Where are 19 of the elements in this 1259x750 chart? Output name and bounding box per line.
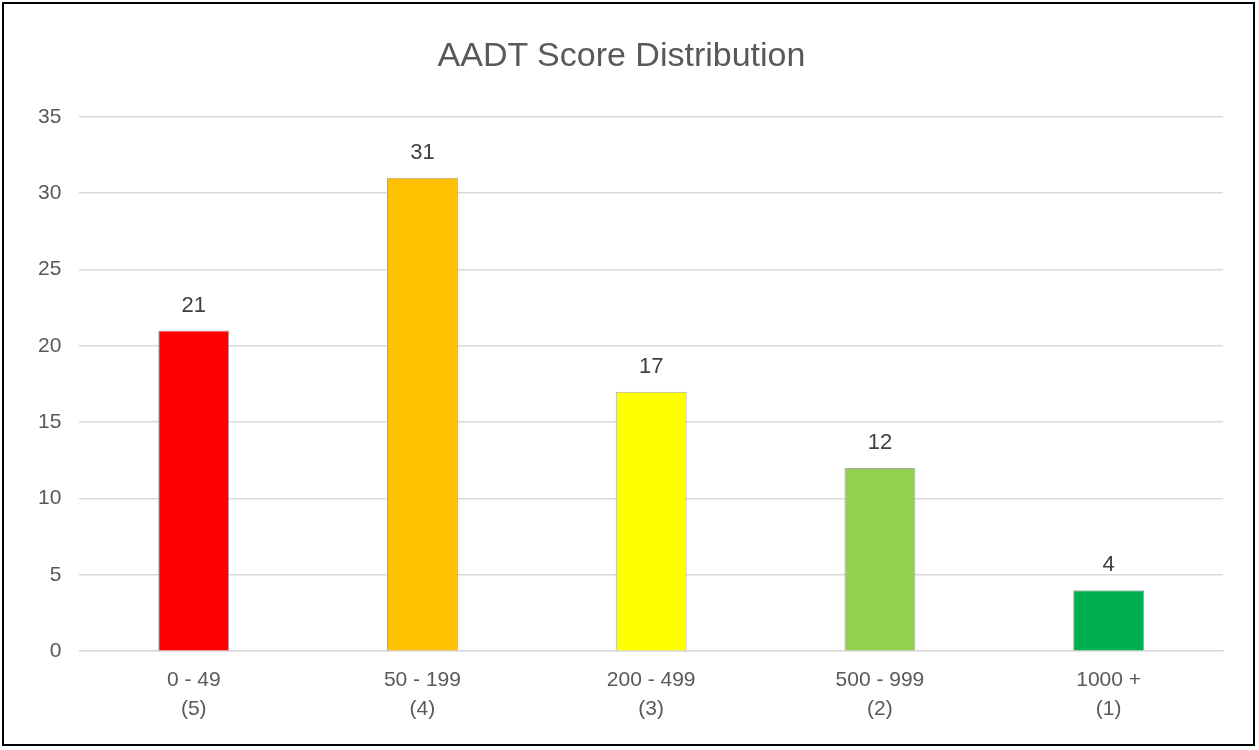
x-tick-label: 200 - 499 (3): [606, 666, 696, 720]
y-tick-label: 35: [38, 103, 62, 127]
data-label: 17: [638, 352, 664, 378]
data-label: 12: [867, 429, 893, 455]
x-tick-label: 0 - 49 (5): [166, 666, 221, 720]
x-tick-label: 1000 + (1): [1076, 666, 1142, 720]
y-tick-label: 15: [38, 408, 62, 432]
y-tick-label: 25: [38, 256, 62, 280]
data-label: 21: [181, 291, 206, 317]
data-label: 4: [1102, 551, 1115, 577]
chart-title: AADT Score Distribution: [437, 34, 806, 73]
y-tick-label: 30: [38, 179, 62, 203]
x-tick-label: 500 - 999 (2): [835, 666, 925, 720]
y-tick-label: 5: [49, 561, 62, 585]
y-tick-label: 10: [38, 485, 62, 509]
y-tick-label: 0: [49, 638, 62, 661]
data-label: 31: [410, 138, 435, 164]
x-tick-label: 50 - 199 (4): [383, 666, 461, 720]
y-tick-label: 20: [38, 332, 62, 356]
